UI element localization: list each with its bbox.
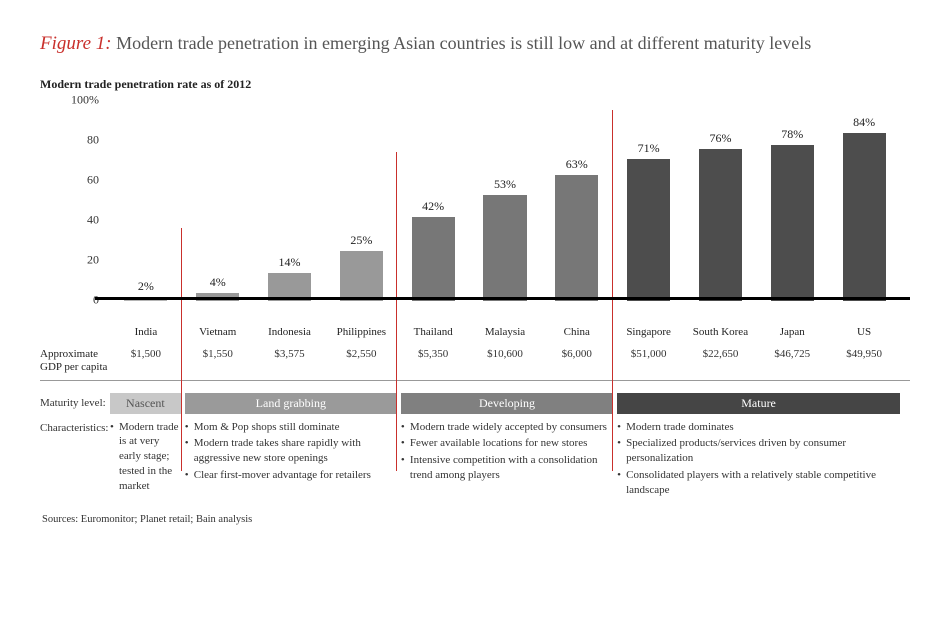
- bar: [340, 251, 383, 301]
- maturity-pill: Developing: [401, 393, 613, 414]
- characteristic-item: Mom & Pop shops still dominate: [185, 420, 397, 435]
- x-axis-label: Vietnam: [182, 324, 254, 339]
- gdp-row: Approximate GDP per capita $1,500$1,550$…: [40, 348, 910, 374]
- characteristics-column: Mom & Pop shops still dominateModern tra…: [185, 420, 397, 500]
- characteristic-item: Specialized products/services driven by …: [617, 436, 900, 466]
- bar-cell: 25%: [325, 233, 397, 301]
- x-axis-baseline: [95, 297, 910, 300]
- bar: [627, 159, 670, 301]
- bar-value-label: 63%: [566, 157, 588, 172]
- bar-value-label: 42%: [422, 199, 444, 214]
- maturity-pill: Mature: [617, 393, 900, 414]
- bar-cell: 84%: [828, 115, 900, 301]
- y-tick: 60: [87, 172, 99, 187]
- characteristics-column: Modern trade is at very early stage; tes…: [110, 420, 181, 500]
- bar-group: 71% 76% 78% 84%: [612, 115, 900, 301]
- divider: [40, 380, 910, 381]
- y-axis: 020406080100%: [40, 100, 105, 300]
- maturity-pill: Land grabbing: [185, 393, 397, 414]
- figure-label: Figure 1:: [40, 33, 112, 54]
- characteristics-column: Modern trade widely accepted by consumer…: [401, 420, 613, 500]
- characteristic-item: Modern trade is at very early stage; tes…: [110, 420, 181, 494]
- chart-subtitle: Modern trade penetration rate as of 2012: [40, 77, 910, 92]
- bar-group: 4% 14% 25%: [181, 233, 397, 301]
- bar: [771, 145, 814, 301]
- gdp-value: $1,550: [182, 348, 254, 374]
- bar-cell: 42%: [397, 199, 469, 301]
- bar-value-label: 25%: [350, 233, 372, 248]
- gdp-value: $1,500: [110, 348, 182, 374]
- gdp-value: $6,000: [541, 348, 613, 374]
- sources-text: Sources: Euromonitor; Planet retail; Bai…: [40, 514, 910, 525]
- characteristic-item: Fewer available locations for new stores: [401, 436, 613, 451]
- bar-value-label: 84%: [853, 115, 875, 130]
- bar-cell: 76%: [685, 131, 757, 301]
- characteristic-item: Intensive competition with a consolidati…: [401, 453, 613, 483]
- maturity-row-label: Maturity level:: [40, 397, 110, 409]
- gdp-value: $22,650: [685, 348, 757, 374]
- bar: [412, 217, 455, 301]
- bar-value-label: 4%: [210, 275, 226, 290]
- characteristic-item: Modern trade widely accepted by consumer…: [401, 420, 613, 435]
- y-tick: 0: [93, 292, 99, 307]
- gdp-value: $46,725: [756, 348, 828, 374]
- bar-value-label: 78%: [781, 127, 803, 142]
- bar-value-label: 71%: [638, 141, 660, 156]
- gdp-value: $49,950: [828, 348, 900, 374]
- bar-cell: 71%: [613, 141, 685, 301]
- chart: 020406080100% 2%4%14%25%42%53%63%71%76%7…: [40, 100, 910, 320]
- x-axis-label: Singapore: [613, 324, 685, 339]
- maturity-row: Maturity level: NascentLand grabbingDeve…: [40, 393, 910, 414]
- x-axis-label: South Korea: [685, 324, 757, 339]
- y-tick: 80: [87, 132, 99, 147]
- characteristic-item: Clear first-mover advantage for retailer…: [185, 468, 397, 483]
- x-axis-label: Philippines: [325, 324, 397, 339]
- bars-container: 2% 4% 14% 25% 42% 53% 63% 71% 76% 78% 84%: [110, 101, 900, 301]
- x-axis-label: US: [828, 324, 900, 339]
- y-tick: 40: [87, 212, 99, 227]
- x-axis-label: Thailand: [397, 324, 469, 339]
- bar: [483, 195, 526, 301]
- bar: [555, 175, 598, 301]
- y-tick: 20: [87, 252, 99, 267]
- gdp-value: $3,575: [254, 348, 326, 374]
- gdp-value: $2,550: [325, 348, 397, 374]
- characteristic-item: Modern trade dominates: [617, 420, 900, 435]
- bar-group: 42% 53% 63%: [396, 157, 612, 301]
- maturity-pill: Nascent: [110, 393, 181, 414]
- characteristics-column: Modern trade dominatesSpecialized produc…: [617, 420, 900, 500]
- x-axis-label: Japan: [756, 324, 828, 339]
- bar-cell: 63%: [541, 157, 613, 301]
- bar: [843, 133, 886, 301]
- bar-cell: 78%: [756, 127, 828, 301]
- bar-value-label: 53%: [494, 177, 516, 192]
- chart-plot: 2% 4% 14% 25% 42% 53% 63% 71% 76% 78% 84%: [110, 100, 900, 300]
- characteristics-row: Characteristics: Modern trade is at very…: [40, 420, 910, 500]
- characteristic-item: Modern trade takes share rapidly with ag…: [185, 436, 397, 466]
- title-text: Modern trade penetration in emerging Asi…: [116, 33, 811, 53]
- x-axis-labels: IndiaVietnamIndonesiaPhilippinesThailand…: [40, 324, 910, 339]
- x-axis-label: Indonesia: [254, 324, 326, 339]
- x-axis-label: Malaysia: [469, 324, 541, 339]
- characteristic-item: Consolidated players with a relatively s…: [617, 468, 900, 498]
- bar-value-label: 76%: [709, 131, 731, 146]
- figure-title: Figure 1: Modern trade penetration in em…: [40, 30, 910, 59]
- bar-value-label: 2%: [138, 279, 154, 294]
- gdp-row-label: Approximate GDP per capita: [40, 348, 110, 374]
- gdp-value: $51,000: [613, 348, 685, 374]
- gdp-value: $5,350: [397, 348, 469, 374]
- bar-cell: 53%: [469, 177, 541, 301]
- y-tick: 100%: [71, 92, 99, 107]
- x-axis-label: China: [541, 324, 613, 339]
- gdp-value: $10,600: [469, 348, 541, 374]
- characteristics-row-label: Characteristics:: [40, 420, 110, 500]
- bar-cell: 14%: [254, 255, 326, 301]
- bar-value-label: 14%: [279, 255, 301, 270]
- bar: [699, 149, 742, 301]
- x-axis-label: India: [110, 324, 182, 339]
